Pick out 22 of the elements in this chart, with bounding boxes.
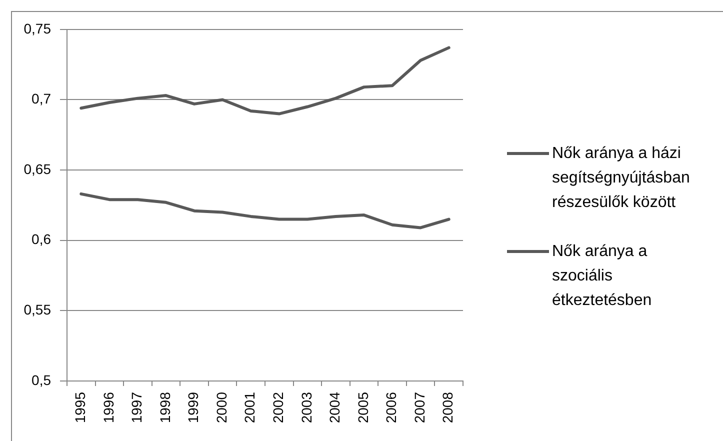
x-tick-label: 2006	[383, 392, 400, 424]
x-tick-label: 2005	[354, 392, 371, 424]
y-tick-label: 0,65	[24, 160, 52, 177]
y-tick-label: 0,7	[32, 90, 52, 107]
x-tick-label: 2002	[270, 392, 286, 424]
x-tick-label: 2004	[326, 392, 343, 424]
x-tick-label: 2001	[242, 392, 258, 424]
x-tick-label: 1995	[72, 392, 88, 424]
x-tick-label: 1997	[128, 392, 145, 424]
x-tick-label: 1998	[156, 392, 173, 424]
x-tick-label: 2008	[440, 392, 456, 424]
y-tick-label: 0,75	[24, 20, 52, 36]
y-tick-label: 0,5	[32, 372, 52, 388]
x-tick-label: 2007	[411, 392, 428, 424]
y-tick-label: 0,6	[32, 231, 52, 248]
y-tick-label: 0,55	[24, 302, 52, 318]
legend-label: Nők aránya a házi segítségnyújtásban részesülők között	[552, 144, 690, 211]
x-tick-label: 1999	[185, 392, 202, 424]
x-tick-label: 2003	[298, 392, 314, 424]
x-tick-label: 1996	[100, 392, 116, 424]
x-tick-label: 2000	[213, 392, 230, 424]
legend-label: Nők aránya a szociális étkeztetésben	[552, 242, 652, 309]
